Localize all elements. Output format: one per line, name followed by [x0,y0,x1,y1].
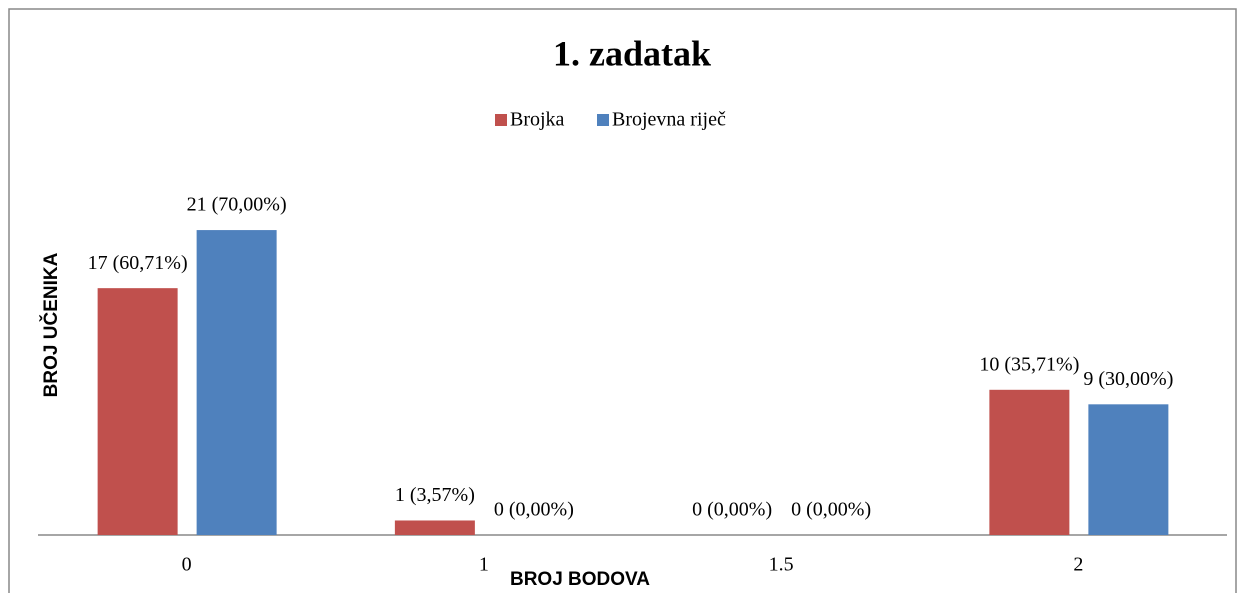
data-label: 9 (30,00%) [1083,368,1173,390]
bar [1088,404,1169,535]
legend-label: Brojevna riječ [612,109,726,131]
data-label: 0 (0,00%) [791,499,871,521]
legend-swatch [495,114,507,126]
chart-title: 1. zadatak [553,33,711,73]
bar [196,230,277,535]
data-label: 1 (3,57%) [395,484,475,506]
x-tick-label: 0 [182,554,192,576]
data-label: 10 (35,71%) [979,353,1079,375]
x-tick-label: 2 [1073,554,1083,576]
data-label: 17 (60,71%) [88,252,188,274]
chart-border [8,8,1237,593]
x-axis-label: BROJ BODOVA [510,569,650,590]
data-label: 0 (0,00%) [494,499,574,521]
x-tick-label: 1.5 [769,554,794,576]
legend-label: Brojka [510,109,565,131]
bar [394,520,475,535]
data-label: 0 (0,00%) [692,499,772,521]
y-axis-label: BROJ UČENIKA [40,252,62,397]
x-tick-label: 1 [479,554,489,576]
bar [97,288,178,535]
bar [989,389,1070,535]
data-label: 21 (70,00%) [187,194,287,216]
legend-swatch [597,114,609,126]
